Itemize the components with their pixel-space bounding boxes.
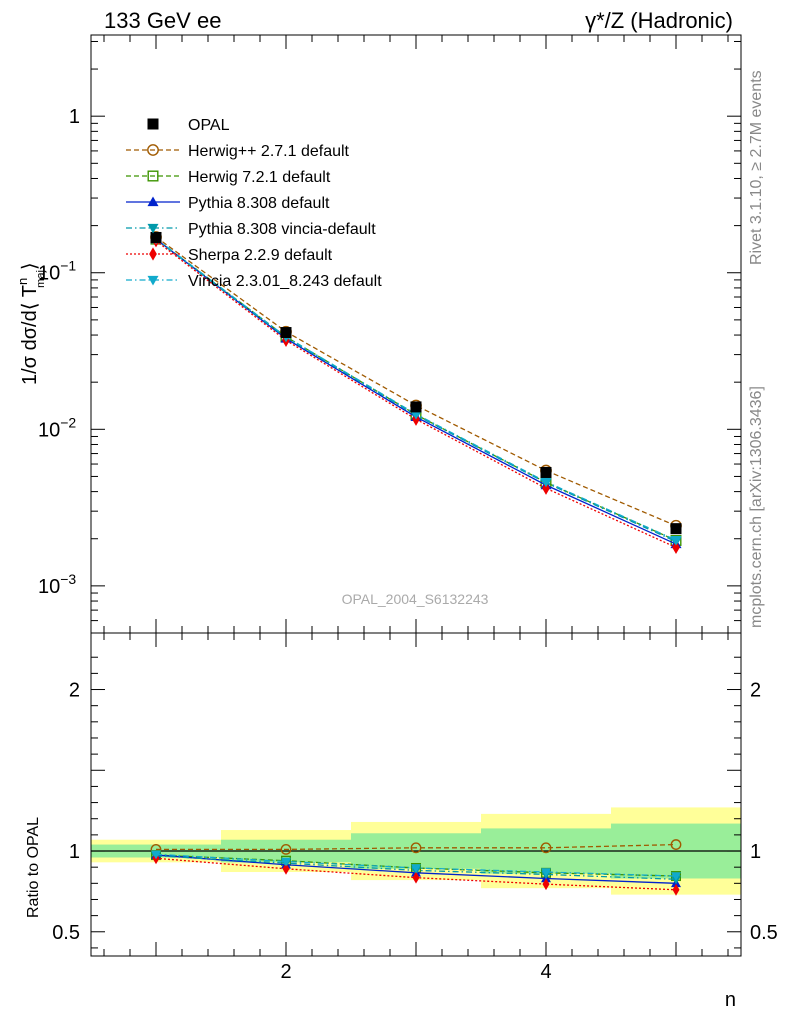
legend-marker <box>147 144 159 156</box>
legend-item-herwig-2-7-1-default: Herwig++ 2.7.1 default <box>126 143 350 160</box>
ratio-y-tick-label-right: 0.5 <box>750 922 778 944</box>
x-axis-label: n <box>725 989 736 1011</box>
main-point-opal <box>540 466 552 478</box>
header-left-label: 133 GeV ee <box>104 8 221 33</box>
legend-item-pythia-8-308-default: Pythia 8.308 default <box>126 195 330 212</box>
ratio-y-tick-label: 1 <box>69 841 80 863</box>
main-point-vincia-2-3-01-8-243-default <box>540 477 552 488</box>
ratio-point-herwig-2-7-1-default <box>410 842 422 854</box>
legend-label: Sherpa 2.2.9 default <box>188 247 333 264</box>
ratio-point-herwig-2-7-1-default <box>540 842 552 854</box>
mcplots-label: mcplots.cern.ch [arXiv:1306.3436] <box>748 386 765 628</box>
x-tick-label: 2 <box>280 961 291 983</box>
legend: OPAL Herwig++ 2.7.1 default Herwig 7.2.1 d… <box>126 117 382 290</box>
ratio-point-vincia-2-3-01-8-243-default <box>281 857 291 867</box>
header-right-label: γ*/Z (Hadronic) <box>585 8 733 33</box>
ratio-point-sherpa-2-2-9-default <box>412 871 420 884</box>
ratio-point-vincia-2-3-01-8-243-default <box>411 864 421 873</box>
main-y-tick-label: 10−2 <box>38 414 76 441</box>
legend-marker <box>147 118 159 130</box>
legend-item-herwig-7-2-1-default: Herwig 7.2.1 default <box>126 169 331 186</box>
ratio-y-tick-label: 0.5 <box>52 922 80 944</box>
main-point-sherpa-2-2-9-default <box>672 540 680 555</box>
rivet-version-label: Rivet 3.1.10, ≥ 2.7M events <box>748 70 765 265</box>
legend-label: Herwig++ 2.7.1 default <box>188 143 350 160</box>
x-tick-label: 4 <box>540 961 551 983</box>
legend-label: Herwig 7.2.1 default <box>188 169 331 186</box>
ratio-y-tick-label-right: 1 <box>750 841 761 863</box>
main-point-opal <box>150 231 162 243</box>
main-ylabel: 1/σ dσ/d⟨ Tn maj⟩ <box>15 262 47 385</box>
axes-layer: 1 10−1 10−2 10−3 2 4 2 2 1 1 0.5 0.5 <box>38 34 778 983</box>
main-point-vincia-2-3-01-8-243-default <box>670 535 682 546</box>
ratio-plot-frame <box>90 632 742 957</box>
legend-item-opal: OPAL <box>147 117 230 134</box>
legend-item-vincia-2-3-01-8-243-default: Vincia 2.3.01_8.243 default <box>126 273 382 290</box>
main-line-herwig-2-7-1-default <box>155 236 677 527</box>
ratio-point-sherpa-2-2-9-default <box>282 862 290 875</box>
ratio-ylabel: Ratio to OPAL <box>25 817 42 918</box>
ratio-y-tick-label: 2 <box>69 680 80 702</box>
ratio-point-herwig-2-7-1-default <box>280 844 292 855</box>
ratio-point-sherpa-2-2-9-default <box>542 878 550 891</box>
main-point-opal <box>280 327 292 339</box>
legend-marker <box>147 275 159 286</box>
main-series-layer <box>150 231 682 555</box>
ratio-point-sherpa-2-2-9-default <box>672 883 680 896</box>
ratio-point-vincia-2-3-01-8-243-default <box>671 872 681 882</box>
ratio-series-layer <box>150 839 682 896</box>
legend-marker <box>147 223 159 234</box>
legend-item-sherpa-2-2-9-default: Sherpa 2.2.9 default <box>126 247 333 264</box>
legend-marker <box>147 170 159 182</box>
main-point-opal <box>410 401 422 413</box>
legend-item-pythia-8-308-vincia-default: Pythia 8.308 vincia-default <box>126 221 376 238</box>
main-point-sherpa-2-2-9-default <box>542 481 550 495</box>
main-y-tick-label: 10−1 <box>38 258 76 285</box>
ratio-point-vincia-2-3-01-8-243-default <box>151 850 161 860</box>
legend-label: Pythia 8.308 default <box>188 195 330 212</box>
ratio-line-herwig-2-7-1-default <box>156 843 677 851</box>
ratio-point-herwig-2-7-1-default <box>670 839 682 850</box>
main-line-sherpa-2-2-9-default <box>155 240 677 549</box>
ratio-point-vincia-2-3-01-8-243-default <box>541 868 551 878</box>
main-point-opal <box>670 523 682 535</box>
legend-marker <box>147 196 159 207</box>
legend-marker <box>149 247 157 261</box>
main-y-tick-label: 10−3 <box>38 571 76 598</box>
analysis-watermark: OPAL_2004_S6132243 <box>342 591 489 607</box>
legend-label: Pythia 8.308 vincia-default <box>188 221 376 238</box>
main-y-tick-label: 1 <box>69 106 80 128</box>
legend-label: Vincia 2.3.01_8.243 default <box>188 273 382 290</box>
ratio-y-tick-label-right: 2 <box>750 680 761 702</box>
legend-label: OPAL <box>188 117 230 134</box>
